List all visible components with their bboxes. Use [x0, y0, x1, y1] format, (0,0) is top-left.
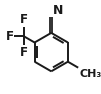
Text: F: F	[19, 46, 27, 59]
Text: CH₃: CH₃	[79, 69, 101, 79]
Text: F: F	[19, 13, 27, 27]
Text: F: F	[6, 30, 14, 43]
Text: N: N	[53, 4, 63, 17]
